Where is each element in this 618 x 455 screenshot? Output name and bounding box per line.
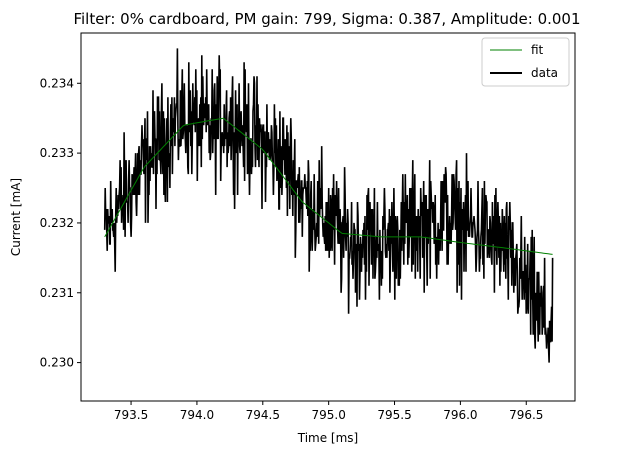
x-tick-label: 795.5 xyxy=(377,408,411,422)
series-layer xyxy=(103,48,554,363)
series-fit-line xyxy=(104,117,553,255)
x-tick-label: 793.5 xyxy=(114,408,148,422)
chart-title: Filter: 0% cardboard, PM gain: 799, Sigm… xyxy=(73,10,580,28)
y-axis: 0.230 0.231 0.232 0.233 0.234 xyxy=(40,76,81,370)
legend-data-label: data xyxy=(531,66,558,80)
y-tick-label: 0.233 xyxy=(40,146,74,160)
y-tick-label: 0.232 xyxy=(40,216,74,230)
y-tick-label: 0.231 xyxy=(40,286,74,300)
y-tick-label: 0.234 xyxy=(40,76,74,90)
y-tick-label: 0.230 xyxy=(40,356,74,370)
x-tick-label: 794.5 xyxy=(246,408,280,422)
x-tick-label: 796.0 xyxy=(443,408,477,422)
legend-fit-label: fit xyxy=(531,43,544,57)
plot-frame xyxy=(80,32,576,402)
y-axis-label: Current [mA] xyxy=(9,178,23,256)
x-tick-label: 794.0 xyxy=(180,408,214,422)
x-tick-label: 796.5 xyxy=(509,408,543,422)
x-axis: 793.5 794.0 794.5 795.0 795.5 796.0 796.5 xyxy=(114,401,543,422)
series-data-line xyxy=(103,48,554,363)
legend: fit data xyxy=(481,37,570,87)
x-tick-label: 795.0 xyxy=(311,408,345,422)
plot-area xyxy=(103,48,554,363)
x-axis-label: Time [ms] xyxy=(297,431,359,445)
